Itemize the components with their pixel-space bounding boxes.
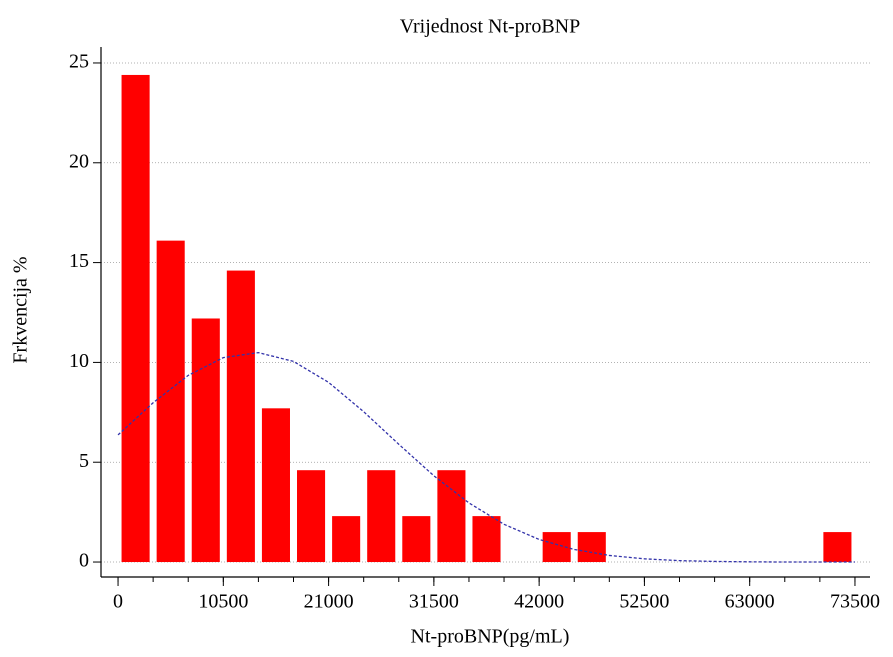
bar (261, 408, 290, 563)
y-tick-label: 15 (69, 250, 89, 272)
bar (437, 470, 466, 563)
y-axis-label: Frkvencija % (10, 256, 32, 363)
bar (823, 532, 852, 563)
x-tick-label: 31500 (409, 591, 459, 613)
y-tick-label: 10 (69, 350, 89, 372)
bar (472, 516, 501, 563)
x-tick-label: 73500 (830, 591, 880, 613)
y-tick-label: 25 (69, 51, 89, 73)
x-tick-label: 63000 (725, 591, 775, 613)
x-tick-label: 10500 (198, 591, 248, 613)
bar (226, 270, 255, 563)
bar (191, 318, 220, 563)
x-tick-label: 52500 (619, 591, 669, 613)
bar (577, 532, 606, 563)
bar (332, 516, 361, 563)
bar (156, 240, 185, 563)
bar (121, 74, 150, 563)
y-tick-label: 0 (79, 550, 89, 572)
y-tick-label: 5 (79, 450, 89, 472)
bar (367, 470, 396, 563)
x-tick-label: 42000 (514, 591, 564, 613)
x-tick-label: 0 (113, 591, 123, 613)
x-axis-label: Nt-proBNP(pg/mL) (411, 626, 570, 648)
bar (402, 516, 431, 563)
x-tick-label: 21000 (304, 591, 354, 613)
chart-title: Vrijednost Nt-proBNP (400, 16, 580, 38)
y-tick-label: 20 (69, 150, 89, 172)
bar (297, 470, 326, 563)
